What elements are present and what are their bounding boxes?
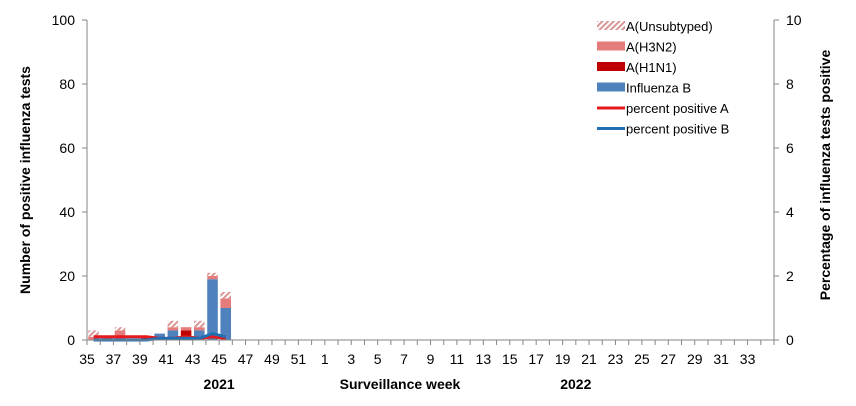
legend-item: Influenza B [597,81,691,96]
bar-segment [194,320,205,328]
bar-segment [101,336,113,340]
x-tick-label: 43 [185,351,201,367]
bar-segment [220,308,232,340]
bar-segment [207,276,218,280]
bar-segment [167,320,179,328]
legend-item: A(Unsubtyped) [597,19,713,34]
legend: A(Unsubtyped) A(H3N2) A(H1N1) Influenza B pe… [597,19,729,137]
y-tick-label: 20 [59,268,75,284]
bar-segment [167,330,179,340]
x-tick-label: 39 [132,351,148,367]
y-tick-label: 100 [52,12,76,28]
y-tick-label: 60 [59,140,75,156]
bar-segment [114,330,126,340]
legend-label: percent positive B [626,122,729,137]
x-tick-label: 13 [476,351,492,367]
bar-segment [220,292,232,299]
x-tick-label: 35 [79,351,95,367]
y-tick-label: 80 [59,76,75,92]
bar-segment [154,333,165,340]
legend-swatch [597,62,625,71]
x-tick-label: 49 [264,351,280,367]
x-tick-label: 5 [374,351,382,367]
y2-tick-label: 8 [786,76,794,92]
x-tick-label: 9 [427,351,435,367]
x-tick-label: 23 [608,351,624,367]
y-axis-right-title: Percentage of influenza tests positive [817,50,833,301]
legend-item: A(H3N2) [597,40,677,55]
y2-tick-label: 0 [786,332,794,348]
x-tick-label: 21 [581,351,597,367]
x-tick-label: 15 [502,351,518,367]
bar-segment [180,327,192,331]
legend-swatch [597,41,625,51]
legend-swatch [597,82,625,92]
y2-tick-label: 6 [786,140,794,156]
legend-label: A(H1N1) [626,60,677,75]
x-tick-label: 41 [158,351,174,367]
x-tick-label: 19 [555,351,571,367]
x-tick-label: 27 [661,351,677,367]
x-axis-title: Surveillance week [340,376,461,392]
legend-label: A(Unsubtyped) [626,19,713,34]
y-tick-label: 0 [67,332,75,348]
x-tick-label: 33 [740,351,756,367]
x-tick-label: 29 [687,351,703,367]
legend-item: A(H1N1) [597,60,677,75]
legend-swatch [597,21,625,30]
y2-tick-label: 10 [786,12,802,28]
bar-segment [141,336,152,340]
x-tick-label: 37 [106,351,122,367]
x-tick-label: 47 [238,351,254,367]
bar-segment [220,298,232,308]
bar-segment [207,272,218,276]
bar-segment [207,279,218,340]
bar-segment [88,336,99,340]
x-tick-label: 25 [634,351,650,367]
legend-item: percent positive A [597,101,729,116]
x-tick-label: 17 [528,351,544,367]
x-tick-label: 7 [400,351,408,367]
legend-label: A(H3N2) [626,40,677,55]
x-tick-label: 11 [450,351,465,367]
bar-series [88,272,232,340]
legend-label: Influenza B [626,81,691,96]
bar-segment [88,330,99,337]
y-tick-label: 40 [59,204,75,220]
x-tick-label: 45 [211,351,227,367]
x-tick-label: 51 [291,351,307,367]
bar-segment [114,327,126,331]
bar-segment [180,330,192,337]
x-tick-label: 31 [713,351,729,367]
legend-label: percent positive A [626,101,729,116]
year-label: 2022 [560,376,591,392]
legend-item: percent positive B [597,122,729,137]
bar-segment [194,330,205,340]
bar-segment [194,327,205,331]
x-tick-label: 1 [321,351,329,367]
year-label: 2021 [204,376,235,392]
bar-segment [167,327,179,331]
x-tick-label: 3 [347,351,355,367]
y2-tick-label: 2 [786,268,794,284]
y-axis-left-title: Number of positive influenza tests [17,66,33,294]
y2-tick-label: 4 [786,204,794,220]
